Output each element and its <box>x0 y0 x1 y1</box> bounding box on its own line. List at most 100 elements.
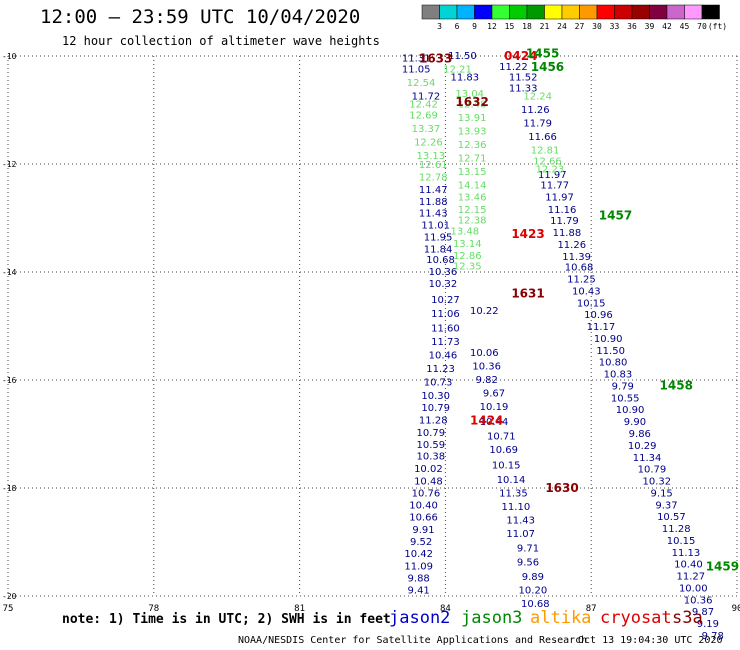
wave-height-label: 10.43 <box>572 286 601 297</box>
x-tick-label: 90 <box>732 604 740 614</box>
wave-height-label: 12.54 <box>407 78 436 89</box>
wave-height-label: 11.05 <box>402 65 431 76</box>
wave-height-label: 11.52 <box>509 73 538 84</box>
wave-height-label: 10.36 <box>684 595 713 606</box>
wave-height-label: 10.22 <box>470 306 499 317</box>
wave-height-label: 9.67 <box>483 389 505 400</box>
legend-tick-label: 12 <box>487 22 497 31</box>
wave-height-label: 10.48 <box>414 477 443 488</box>
y-tick-label: -20 <box>2 592 17 601</box>
wave-height-label: 11.23 <box>426 364 455 375</box>
y-tick-label: -18 <box>2 484 17 493</box>
wave-height-label: 11.10 <box>502 502 531 513</box>
wave-height-label: 11.28 <box>419 416 448 427</box>
wave-height-label: 10.69 <box>489 445 518 456</box>
legend-swatch <box>456 4 475 20</box>
wave-height-label: 12.42 <box>409 100 438 111</box>
x-tick-label: 81 <box>294 604 305 614</box>
wave-height-label: 11.28 <box>662 524 691 535</box>
wave-height-label: 11.06 <box>431 309 460 320</box>
wave-height-label: 10.79 <box>421 403 450 414</box>
wave-height-label: 12.61 <box>419 160 448 171</box>
wave-height-label: 9.91 <box>412 525 434 536</box>
wave-height-label: 10.46 <box>429 351 458 362</box>
legend-tick-label: 39 <box>645 22 655 31</box>
pass-time-label: 1455 <box>526 46 559 60</box>
pass-time-label: 1424 <box>470 414 503 428</box>
legend-swatch <box>474 4 493 20</box>
wave-height-label: 13.93 <box>458 127 487 138</box>
satellite-key-cryosat: cryosat <box>600 608 672 628</box>
wave-height-label: 10.38 <box>416 452 445 463</box>
pass-time-label: 1458 <box>660 378 693 392</box>
legend-swatch <box>701 4 720 20</box>
legend-swatch <box>666 4 685 20</box>
wave-height-label: 13.37 <box>412 124 441 135</box>
wave-height-label: 13.91 <box>458 113 487 124</box>
legend-tick-label: 9 <box>472 22 477 31</box>
wave-height-label: 11.13 <box>672 548 701 559</box>
wave-height-label: 10.79 <box>416 428 445 439</box>
satellite-key-s3a: s3a <box>672 608 703 628</box>
wave-height-label: 10.68 <box>426 255 455 266</box>
map-title: 12:00 – 23:59 UTC 10/04/2020 <box>40 6 361 28</box>
wave-height-label: 11.39 <box>562 252 591 263</box>
wave-height-label: 12.86 <box>453 251 482 262</box>
legend-tick-label: 6 <box>455 22 460 31</box>
legend-unit-label: (ft) <box>708 22 727 31</box>
wave-height-label: 11.77 <box>540 181 569 192</box>
wave-height-label: 11.01 <box>421 221 450 232</box>
satellite-key-altika: altika <box>530 608 592 628</box>
wave-height-label: 12.69 <box>409 110 438 121</box>
wave-height-label: 12.24 <box>523 92 552 103</box>
legend-swatch <box>631 4 650 20</box>
wave-height-label: 10.73 <box>424 378 453 389</box>
x-tick-label: 75 <box>3 604 14 614</box>
wave-height-label: 9.56 <box>517 558 539 569</box>
wave-height-label: 11.66 <box>528 132 557 143</box>
wave-height-label: 10.00 <box>679 583 708 594</box>
wave-height-label: 11.26 <box>557 240 586 251</box>
legend-tick-label: 24 <box>557 22 567 31</box>
wave-height-label: 11.88 <box>419 197 448 208</box>
legend-swatch <box>579 4 598 20</box>
wave-height-label: 11.95 <box>424 232 453 243</box>
wave-height-label: 10.57 <box>657 512 686 523</box>
wave-height-label: 10.44 <box>480 417 509 428</box>
wave-height-label: 11.31 <box>402 54 431 65</box>
x-tick-label: 84 <box>440 604 451 614</box>
wave-height-label: 10.27 <box>431 295 460 306</box>
generated-timestamp: Oct 13 19:04:30 UTC 2020 <box>578 635 723 646</box>
legend-tick-label: 15 <box>505 22 515 31</box>
wave-height-label: 11.35 <box>499 488 528 499</box>
wave-height-label: 10.80 <box>599 358 628 369</box>
wave-height-label: 11.79 <box>550 216 579 227</box>
wave-height-label: 9.41 <box>408 586 430 597</box>
wave-height-label: 10.20 <box>519 586 548 597</box>
wave-height-label: 13.48 <box>451 227 480 238</box>
pass-time-label: 0424 <box>504 49 537 63</box>
wave-height-label: 9.87 <box>692 607 714 618</box>
wave-height-label: 12.38 <box>458 216 487 227</box>
wave-height-label: 9.79 <box>612 381 634 392</box>
wave-height-label: 12.35 <box>453 262 482 273</box>
wave-height-label: 10.66 <box>409 513 438 524</box>
wave-height-label: 10.32 <box>429 279 458 290</box>
pass-time-label: 1456 <box>531 60 564 74</box>
wave-height-label: 10.06 <box>470 348 499 359</box>
satellite-key-jason3: jason3 <box>461 608 523 628</box>
legend-tick-label: 42 <box>662 22 672 31</box>
wave-height-label: 12.36 <box>458 140 487 151</box>
color-legend: 3 6 9 12 15 18 21 24 27 30 33 36 39 42 45 70 (ft) <box>421 4 727 31</box>
lat-lon-grid <box>7 55 738 597</box>
legend-swatch <box>509 4 528 20</box>
wave-height-label: 11.72 <box>412 92 441 103</box>
wave-height-label: 10.29 <box>628 441 657 452</box>
wave-height-label: 9.82 <box>476 375 498 386</box>
wave-height-label: 11.47 <box>419 185 448 196</box>
y-tick-label: -16 <box>2 376 17 385</box>
wave-height-label: 11.60 <box>431 324 460 335</box>
axis-tick-labels: 75 78 81 84 87 90 -10 -12 -14 -16 -18 -20 <box>2 52 740 614</box>
map-subtitle: 12 hour collection of altimeter wave hei… <box>62 34 380 48</box>
